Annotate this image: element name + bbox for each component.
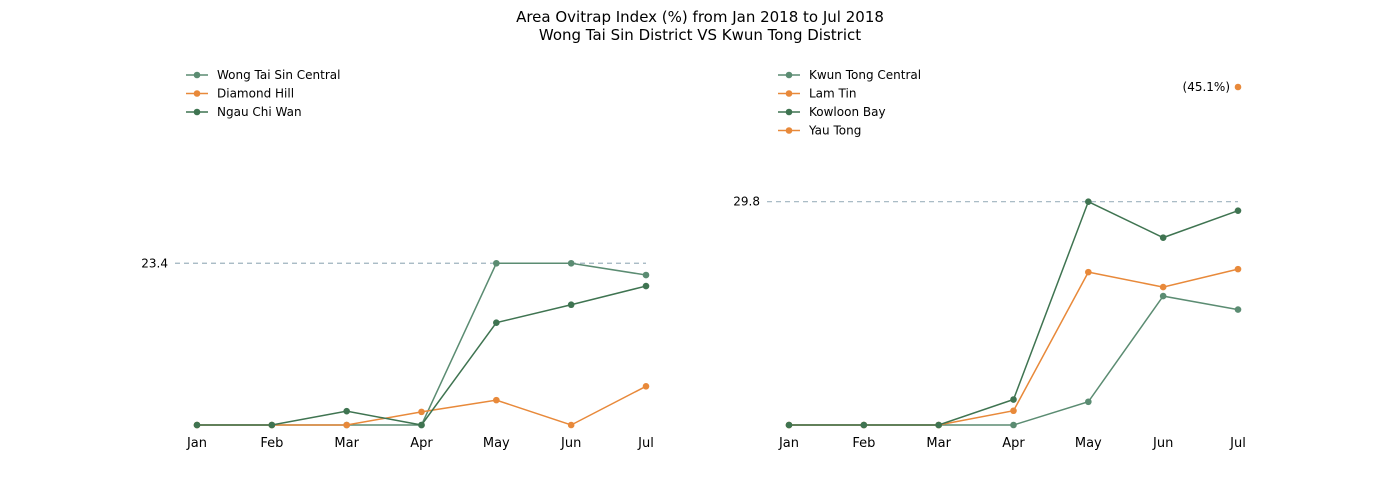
x-tick-label-mar: Mar <box>926 436 951 451</box>
x-tick-label-jul: Jul <box>637 436 654 451</box>
legend: Kwun Tong Central Lam Tin Kowloon Bay Yau T… <box>778 68 921 138</box>
series-kowloon-bay <box>785 198 1242 429</box>
x-tick-label-feb: Feb <box>260 436 283 451</box>
legend-label-lam-tin: Lam Tin <box>809 87 856 101</box>
x-tick-label-jan: Jan <box>778 436 799 451</box>
data-point-yau-tong-jul <box>1234 83 1242 91</box>
data-point-ngau-chi-wan-mar <box>343 407 350 415</box>
series-ngau-chi-wan <box>193 282 650 429</box>
series-line-kwun-tong-central <box>789 295 1239 426</box>
data-point-wong-tai-sin-central-may <box>493 259 500 267</box>
legend-label-yau-tong: Yau Tong <box>808 124 861 138</box>
series-lam-tin <box>785 265 1242 429</box>
series-line-ngau-chi-wan <box>197 285 647 426</box>
reference-label: 23.4 <box>141 256 168 270</box>
chart-panel-wong-tai-sin: 23.4 Jan Feb Mar Apr May Jun Jul Wong Tai Sin Ce… <box>141 68 654 451</box>
figure-title: Area Ovitrap Index (%) from Jan 2018 to … <box>0 8 1400 44</box>
data-point-ngau-chi-wan-jun <box>567 301 575 309</box>
figure-title-line1: Area Ovitrap Index (%) from Jan 2018 to … <box>516 8 884 26</box>
data-point-kwun-tong-central-may <box>1085 398 1092 406</box>
data-point-diamond-hill-may <box>493 396 500 404</box>
series-wong-tai-sin-central <box>193 259 650 429</box>
data-point-lam-tin-may <box>1085 268 1092 276</box>
data-point-kowloon-bay-jun <box>1159 234 1167 241</box>
annotation-label: (45.1%) <box>1183 80 1230 94</box>
data-point-kowloon-bay-feb <box>860 421 868 429</box>
data-point-wong-tai-sin-central-jul <box>642 271 650 279</box>
legend-marker-kowloon-bay <box>785 108 793 116</box>
data-point-kowloon-bay-may <box>1085 198 1092 205</box>
data-point-ngau-chi-wan-jul <box>642 282 650 290</box>
data-point-ngau-chi-wan-apr <box>418 421 425 429</box>
data-point-kwun-tong-central-jul <box>1234 306 1242 313</box>
data-point-diamond-hill-jul <box>642 382 650 390</box>
x-tick-label-feb: Feb <box>852 436 875 451</box>
data-point-lam-tin-apr <box>1010 407 1017 415</box>
legend-marker-ngau-chi-wan <box>193 108 201 116</box>
x-tick-label-may: May <box>483 436 510 451</box>
series-diamond-hill <box>193 382 650 429</box>
data-point-diamond-hill-mar <box>343 421 350 429</box>
data-point-kowloon-bay-apr <box>1010 396 1017 403</box>
legend-label-kwun-tong-central: Kwun Tong Central <box>809 68 921 82</box>
x-tick-label-jul: Jul <box>1229 436 1246 451</box>
series-line-kowloon-bay <box>789 200 1239 426</box>
x-tick-label-jun: Jun <box>1152 436 1173 451</box>
data-point-lam-tin-jul <box>1234 265 1242 273</box>
x-tick-label-apr: Apr <box>410 436 433 451</box>
legend-marker-diamond-hill <box>193 90 201 97</box>
legend-marker-kwun-tong-central <box>785 71 793 79</box>
x-tick-label-jan: Jan <box>186 436 207 451</box>
data-point-kwun-tong-central-jun <box>1159 292 1167 300</box>
series-line-wong-tai-sin-central <box>197 262 647 426</box>
data-point-kowloon-bay-mar <box>935 421 942 429</box>
legend-marker-wong-tai-sin-central <box>193 71 201 79</box>
series-yau-tong <box>1234 83 1242 91</box>
data-point-kowloon-bay-jul <box>1234 207 1242 214</box>
x-tick-label-jun: Jun <box>560 436 581 451</box>
legend-marker-lam-tin <box>785 90 793 97</box>
data-point-diamond-hill-apr <box>418 408 425 416</box>
legend: Wong Tai Sin Central Diamond Hill Ngau Chi… <box>186 68 340 119</box>
series-line-diamond-hill <box>197 385 647 426</box>
data-point-diamond-hill-jun <box>567 421 575 429</box>
data-point-ngau-chi-wan-jan <box>193 421 201 429</box>
reference-label: 29.8 <box>733 195 760 209</box>
figure-title-line2: Wong Tai Sin District VS Kwun Tong Distr… <box>538 26 862 44</box>
data-point-kwun-tong-central-apr <box>1010 421 1017 429</box>
x-tick-label-may: May <box>1075 436 1102 451</box>
legend-label-ngau-chi-wan: Ngau Chi Wan <box>217 105 302 119</box>
chart-panel-kwun-tong: 29.8 Jan Feb Mar Apr May Jun Jul (45.1%) Kwun Ton… <box>733 68 1246 451</box>
legend-label-wong-tai-sin-central: Wong Tai Sin Central <box>217 68 340 82</box>
data-point-lam-tin-jun <box>1159 283 1167 291</box>
x-tick-label-apr: Apr <box>1002 436 1025 451</box>
data-point-kowloon-bay-jan <box>785 421 793 429</box>
legend-marker-yau-tong <box>785 127 793 134</box>
data-point-ngau-chi-wan-feb <box>268 421 276 429</box>
data-point-wong-tai-sin-central-jun <box>567 259 575 267</box>
data-point-ngau-chi-wan-may <box>493 319 500 327</box>
legend-label-kowloon-bay: Kowloon Bay <box>809 105 886 119</box>
x-tick-label-mar: Mar <box>334 436 359 451</box>
legend-label-diamond-hill: Diamond Hill <box>217 87 294 101</box>
